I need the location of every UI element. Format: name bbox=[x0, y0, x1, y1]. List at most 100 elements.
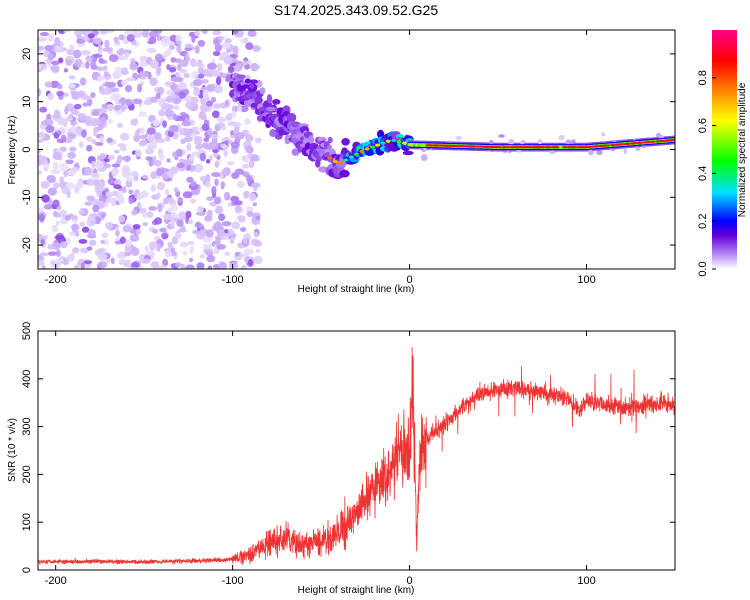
heatmap-cell bbox=[46, 175, 57, 184]
heatmap-cell bbox=[161, 172, 169, 180]
heatmap-cell bbox=[189, 198, 197, 204]
heatmap-cell bbox=[104, 47, 114, 53]
heatmap-cell bbox=[86, 144, 93, 152]
heatmap-cell bbox=[69, 231, 77, 236]
heatmap-cell bbox=[116, 122, 124, 129]
heatmap-cell bbox=[78, 238, 88, 244]
heatmap-cell bbox=[141, 30, 150, 38]
heatmap-cell bbox=[239, 38, 250, 45]
heatmap-cell bbox=[79, 207, 84, 215]
heatmap-cell bbox=[200, 79, 209, 84]
heatmap-cell bbox=[85, 61, 90, 69]
snr-y-tick-label: 200 bbox=[21, 465, 33, 483]
heatmap-cell bbox=[221, 41, 231, 50]
heatmap-cell bbox=[172, 97, 181, 105]
heatmap-cell bbox=[38, 45, 45, 51]
heatmap-cell bbox=[193, 137, 202, 146]
heatmap-cell bbox=[72, 49, 82, 59]
snr-series bbox=[38, 346, 675, 566]
heatmap-cell bbox=[223, 56, 234, 65]
heatmap-cell bbox=[140, 139, 148, 146]
heatmap-cell bbox=[315, 158, 321, 168]
heatmap-cell bbox=[196, 205, 204, 214]
heatmap-cell bbox=[176, 44, 182, 54]
heatmap-cell bbox=[255, 215, 261, 221]
heatmap-cell bbox=[72, 247, 80, 254]
heatmap-cell bbox=[55, 221, 60, 226]
colorbar-tick-label: 0.8 bbox=[697, 70, 709, 85]
heatmap-cell bbox=[207, 243, 213, 251]
heatmap-cell bbox=[74, 30, 83, 37]
heatmap-cell bbox=[111, 167, 118, 177]
heatmap-cell bbox=[209, 133, 219, 139]
heatmap-cell bbox=[180, 138, 186, 145]
heatmap-cell bbox=[245, 175, 253, 183]
heatmap-cell bbox=[43, 203, 53, 210]
heatmap-cell bbox=[86, 136, 93, 142]
heatmap-cell bbox=[339, 169, 350, 178]
heatmap-cell bbox=[67, 152, 76, 159]
heatmap-cell bbox=[165, 95, 174, 103]
snr-plot-area bbox=[38, 331, 675, 570]
heatmap-cell bbox=[103, 87, 112, 95]
snr-frame bbox=[37, 330, 676, 571]
heatmap-cell bbox=[80, 262, 85, 269]
heatmap-cell bbox=[120, 146, 127, 152]
heatmap-cell bbox=[71, 90, 80, 100]
heatmap-cell bbox=[65, 254, 75, 262]
heatmap-cell bbox=[231, 110, 237, 119]
heatmap-cell bbox=[99, 136, 105, 143]
heatmap-cell bbox=[90, 172, 101, 179]
colorbar-label: Normalized spectral amplitude bbox=[737, 82, 748, 217]
heatmap-cell bbox=[53, 182, 60, 189]
heatmap-cell bbox=[578, 146, 583, 149]
heatmap-cell bbox=[97, 124, 104, 131]
heatmap-cell bbox=[286, 112, 297, 123]
spectrogram-y-ticks: -20 -10 0 10 20 bbox=[21, 48, 675, 253]
heatmap-cell bbox=[259, 87, 266, 95]
heatmap-cell bbox=[81, 226, 90, 233]
heatmap-cell bbox=[194, 30, 201, 37]
heatmap-cell bbox=[105, 221, 113, 230]
heatmap-cell bbox=[38, 149, 41, 154]
heatmap-cell bbox=[146, 47, 157, 54]
heatmap-cell bbox=[89, 239, 97, 246]
heatmap-cell bbox=[97, 252, 108, 262]
heatmap-cell bbox=[188, 154, 195, 162]
heatmap-cell bbox=[623, 147, 627, 155]
heatmap-cell bbox=[83, 166, 93, 176]
heatmap-cell bbox=[161, 232, 169, 240]
heatmap-cell bbox=[143, 100, 153, 106]
heatmap-cell bbox=[94, 141, 104, 146]
heatmap-cell bbox=[133, 117, 138, 126]
heatmap-cell bbox=[206, 158, 211, 164]
heatmap-cell bbox=[223, 151, 228, 157]
heatmap-cell bbox=[53, 210, 58, 217]
heatmap-cell bbox=[212, 71, 222, 78]
heatmap-cell bbox=[212, 50, 221, 57]
spectrogram-x-tick-label: -200 bbox=[45, 274, 67, 286]
heatmap-cell bbox=[47, 243, 56, 250]
snr-x-ticks: -200 -100 0 100 bbox=[45, 331, 596, 587]
heatmap-cell bbox=[211, 110, 220, 119]
heatmap-cell bbox=[208, 155, 213, 161]
heatmap-cell bbox=[114, 149, 120, 154]
heatmap-cell bbox=[234, 200, 243, 206]
heatmap-cell bbox=[56, 47, 63, 53]
heatmap-cell bbox=[38, 154, 45, 162]
heatmap-cell bbox=[47, 92, 54, 101]
heatmap-cell bbox=[74, 230, 80, 237]
heatmap-cell bbox=[76, 38, 86, 44]
heatmap-cell bbox=[206, 84, 216, 92]
heatmap-cell bbox=[38, 259, 45, 266]
heatmap-cell bbox=[236, 215, 246, 221]
heatmap-cell bbox=[103, 71, 109, 77]
heatmap-cell bbox=[341, 137, 350, 146]
heatmap-cell bbox=[93, 131, 98, 137]
heatmap-cell bbox=[489, 139, 494, 145]
heatmap-cell bbox=[240, 265, 247, 269]
heatmap-cell bbox=[52, 161, 59, 170]
heatmap-cell bbox=[223, 191, 230, 201]
heatmap-cell bbox=[38, 207, 45, 213]
heatmap-cell bbox=[120, 96, 126, 106]
